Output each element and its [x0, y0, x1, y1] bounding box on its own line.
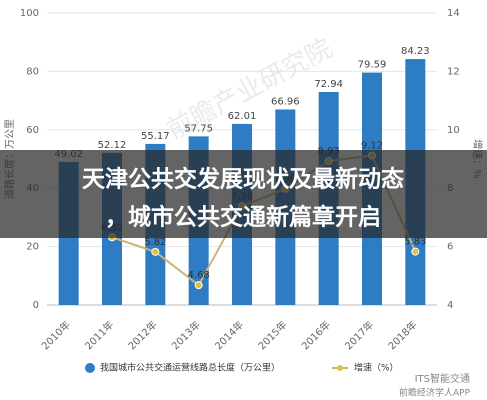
bar-value-label: 84.23	[401, 46, 430, 57]
y2-tick-label: 10	[447, 125, 460, 136]
banner-title: 天津公共交发展现状及最新动态	[82, 166, 404, 193]
legend-label: 增速（%）	[354, 362, 399, 374]
y-tick-label: 100	[20, 8, 39, 19]
footer-app: 前瞻经济学人APP	[399, 387, 471, 399]
bar-value-label: 72.94	[314, 79, 343, 90]
bar-value-label: 62.01	[228, 111, 257, 122]
growth-value-label: 9.12	[361, 140, 383, 151]
legend-swatch	[337, 365, 343, 371]
y2-tick-label: 6	[447, 242, 453, 253]
x-tick-label: 2015年	[255, 318, 289, 352]
footer-brand: ITS智能交通	[415, 372, 470, 385]
growth-point	[151, 247, 160, 256]
growth-value-label: 4.68	[188, 270, 210, 281]
legend-swatch	[85, 363, 95, 373]
growth-value-label: 5.83	[404, 237, 426, 248]
x-tick-label: 2017年	[342, 318, 376, 352]
bar-value-label: 55.17	[141, 131, 170, 142]
legend-label: 我国城市公共交通运营线路总长度（万公里）	[100, 362, 280, 374]
y2-tick-label: 4	[447, 300, 453, 311]
y-tick-label: 60	[26, 125, 39, 136]
x-tick-label: 2010年	[39, 318, 73, 352]
bar-value-label: 57.75	[184, 123, 213, 134]
y-tick-label: 80	[26, 66, 39, 77]
x-tick-label: 2013年	[169, 318, 203, 352]
y-tick-label: 0	[33, 300, 39, 311]
x-tick-label: 2012年	[125, 318, 159, 352]
y2-tick-label: 14	[447, 8, 460, 19]
x-tick-label: 2014年	[212, 318, 246, 352]
bar-value-label: 52.12	[98, 140, 127, 151]
growth-point	[194, 281, 203, 290]
bar-value-label: 66.96	[271, 96, 300, 107]
y2-tick-label: 12	[447, 66, 460, 77]
y-tick-label: 20	[26, 242, 39, 253]
x-tick-label: 2018年	[385, 318, 419, 352]
x-tick-label: 2016年	[299, 318, 333, 352]
banner-title: ，城市公共交通新篇章开启	[105, 204, 381, 231]
bar-value-label: 79.59	[358, 60, 387, 71]
growth-value-label: 5.82	[144, 237, 166, 248]
growth-point	[411, 247, 420, 256]
x-tick-label: 2011年	[82, 318, 116, 352]
banner	[0, 150, 487, 238]
